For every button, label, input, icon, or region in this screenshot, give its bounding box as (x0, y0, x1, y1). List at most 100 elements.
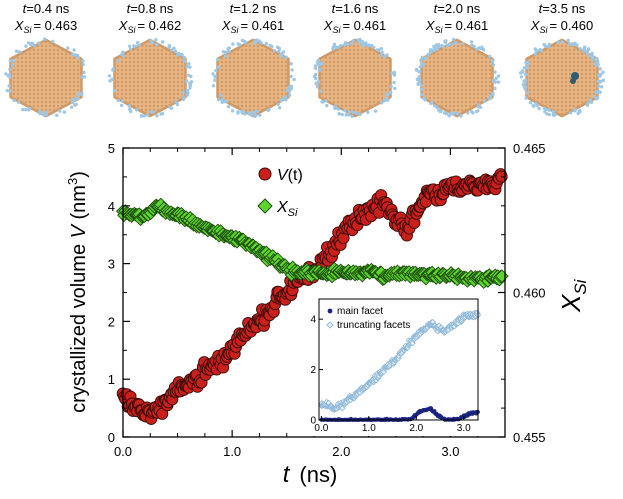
surface-atom (415, 77, 420, 82)
snapshot-x-subscript: Si (127, 25, 136, 35)
inset-frame (318, 298, 479, 421)
surface-atom (596, 89, 601, 94)
surface-atom (280, 51, 284, 56)
surface-atom (337, 112, 341, 116)
surface-atom (226, 104, 231, 109)
surface-atom (355, 111, 359, 116)
snapshot-x-subscript: Si (539, 25, 548, 35)
surface-atom (375, 48, 380, 52)
surface-atom (534, 101, 538, 106)
surface-atom (253, 114, 257, 119)
surface-atom (154, 38, 158, 42)
inset-x-tick-label: 3.0 (457, 423, 471, 434)
surface-atom (380, 50, 384, 55)
surface-atom (17, 50, 22, 54)
surface-atom (236, 111, 240, 115)
surface-atom (107, 74, 112, 78)
surface-atom (128, 44, 132, 48)
surface-atom (535, 49, 539, 53)
surface-atom (272, 49, 277, 53)
snapshot-x-value: = 0.461 (240, 18, 284, 33)
surface-atom (385, 53, 389, 57)
surface-atom (450, 111, 455, 115)
snapshot-x-symbol: X (323, 18, 334, 33)
snapshot-time-value: =2.0 ns (437, 1, 481, 16)
surface-atom (542, 42, 546, 47)
surface-atom (116, 98, 120, 103)
surface-atom (444, 39, 448, 43)
surface-atom (284, 95, 288, 99)
surface-atom (598, 74, 602, 78)
surface-atom (315, 85, 320, 89)
surface-atom (493, 70, 497, 74)
surface-atom (8, 59, 12, 63)
surface-atom (155, 42, 159, 47)
surface-atom (289, 74, 293, 79)
inset-y-tick-label: 2 (310, 365, 316, 376)
surface-atom (389, 84, 393, 89)
surface-atom (188, 65, 192, 69)
surface-atom (421, 62, 426, 67)
surface-atom (76, 92, 80, 96)
snapshot-time-symbol: t (23, 1, 28, 16)
xsi-series (115, 197, 509, 289)
y-left-tick-label: 0 (108, 430, 115, 445)
y-left-tick-label: 2 (108, 314, 115, 329)
y-left-axis-text: crystallized volume (68, 238, 90, 413)
surface-atom (184, 79, 189, 83)
surface-atom (187, 73, 191, 78)
inset-legend-trunc-marker (326, 321, 334, 329)
surface-atom (524, 60, 528, 65)
surface-atom (586, 47, 591, 51)
surface-atom (181, 90, 185, 95)
surface-atom (441, 45, 446, 49)
surface-atom (380, 101, 384, 105)
surface-atom (494, 76, 498, 81)
surface-atom (560, 40, 564, 44)
surface-atom (316, 58, 320, 63)
surface-atom (351, 110, 356, 115)
surface-atom (582, 49, 586, 53)
surface-atom (187, 81, 192, 86)
surface-atom (12, 58, 16, 63)
surface-atom (8, 89, 12, 93)
surface-atom (349, 42, 353, 46)
snapshot-x-value: = 0.462 (137, 18, 181, 33)
surface-atom (428, 48, 433, 52)
surface-atom (522, 66, 527, 70)
surface-atom (437, 43, 441, 47)
surface-atom (379, 47, 384, 51)
surface-atom (490, 60, 495, 64)
surface-atom (182, 55, 186, 60)
surface-atom (367, 43, 371, 47)
surface-atom (42, 37, 47, 41)
surface-atom (597, 80, 602, 84)
surface-atom (422, 96, 426, 101)
surface-atom (597, 84, 601, 88)
surface-atom (491, 63, 496, 67)
x-tick-label: 0.0 (114, 444, 132, 459)
snapshot-time-symbol: t (539, 1, 544, 16)
surface-atom (350, 114, 354, 119)
surface-atom (129, 109, 133, 114)
surface-atom (325, 103, 329, 108)
surface-atom (573, 41, 577, 45)
surface-atom (175, 102, 179, 107)
legend-xsi-marker (257, 198, 273, 214)
surface-atom (590, 51, 594, 56)
surface-atom (69, 105, 74, 110)
surface-atom (447, 113, 451, 118)
surface-atom (240, 109, 244, 113)
surface-atom (482, 99, 487, 103)
surface-atom (24, 44, 28, 48)
snapshot-time-label: t=2.0 ns (434, 1, 481, 16)
surface-atom (459, 114, 463, 118)
y-left-axis-unit: (nm (68, 185, 90, 225)
surface-atom (136, 41, 140, 45)
surface-atom (360, 39, 364, 44)
y-right-axis-sub: Si (571, 278, 590, 294)
snapshot-time-label: t=1.6 ns (332, 1, 379, 16)
surface-atom (492, 79, 496, 84)
